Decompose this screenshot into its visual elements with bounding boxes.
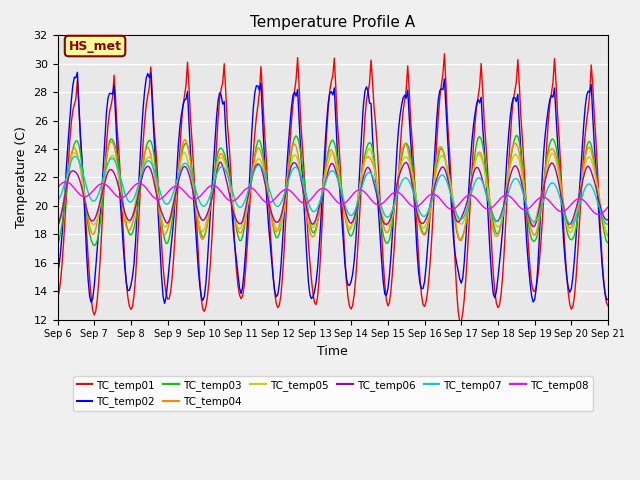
TC_temp01	[604, 303, 612, 309]
TC_temp06	[399, 163, 407, 168]
TC_temp01	[385, 300, 393, 306]
TC_temp08	[387, 192, 395, 198]
TC_temp04	[54, 220, 61, 226]
TC_temp07	[568, 222, 575, 228]
TC_temp02	[401, 93, 408, 98]
TC_temp02	[604, 297, 612, 302]
TC_temp02	[161, 300, 168, 306]
TC_temp04	[180, 137, 188, 143]
TC_temp02	[540, 147, 548, 153]
Title: Temperature Profile A: Temperature Profile A	[250, 15, 415, 30]
TC_temp03	[90, 243, 98, 249]
TC_temp07	[538, 202, 546, 208]
TC_temp05	[54, 224, 61, 230]
TC_temp01	[540, 192, 548, 198]
Line: TC_temp08: TC_temp08	[58, 182, 608, 215]
TC_temp04	[369, 160, 376, 166]
TC_temp04	[604, 232, 612, 238]
TC_temp03	[387, 229, 395, 235]
TC_temp01	[156, 215, 164, 220]
TC_temp05	[387, 218, 395, 224]
Text: HS_met: HS_met	[68, 39, 122, 52]
TC_temp05	[365, 145, 373, 151]
TC_temp05	[538, 188, 546, 194]
TC_temp08	[54, 185, 61, 191]
TC_temp08	[595, 212, 603, 217]
TC_temp08	[604, 204, 612, 210]
TC_temp08	[538, 194, 546, 200]
TC_temp05	[369, 154, 376, 159]
TC_temp07	[157, 193, 165, 199]
TC_temp02	[157, 273, 165, 279]
Line: TC_temp06: TC_temp06	[58, 162, 608, 227]
Line: TC_temp05: TC_temp05	[58, 148, 608, 237]
TC_temp06	[529, 224, 537, 229]
TC_temp07	[387, 211, 395, 216]
TC_temp06	[369, 175, 376, 180]
TC_temp04	[399, 144, 407, 149]
Line: TC_temp03: TC_temp03	[58, 135, 608, 246]
TC_temp01	[69, 108, 77, 113]
TC_temp08	[369, 199, 376, 204]
TC_temp05	[399, 156, 407, 162]
TC_temp03	[369, 146, 376, 152]
TC_temp05	[604, 234, 612, 240]
TC_temp06	[540, 183, 548, 189]
TC_temp05	[69, 151, 77, 156]
TC_temp07	[369, 173, 376, 179]
Line: TC_temp04: TC_temp04	[58, 140, 608, 240]
TC_temp03	[540, 178, 548, 184]
TC_temp02	[74, 70, 81, 75]
TC_temp03	[157, 220, 165, 226]
TC_temp03	[399, 147, 407, 153]
TC_temp06	[54, 223, 61, 228]
Line: TC_temp07: TC_temp07	[58, 156, 608, 225]
TC_temp06	[387, 215, 395, 220]
TC_temp04	[458, 238, 465, 243]
TC_temp05	[156, 206, 164, 212]
TC_temp02	[371, 158, 378, 164]
TC_temp02	[54, 270, 61, 276]
TC_temp07	[604, 221, 612, 227]
Line: TC_temp02: TC_temp02	[58, 72, 608, 303]
TC_temp04	[387, 220, 395, 226]
TC_temp03	[604, 240, 612, 246]
TC_temp03	[54, 241, 61, 247]
TC_temp06	[156, 205, 164, 211]
TC_temp01	[440, 51, 448, 57]
Legend: TC_temp01, TC_temp02, TC_temp03, TC_temp04, TC_temp05, TC_temp06, TC_temp07, TC_: TC_temp01, TC_temp02, TC_temp03, TC_temp…	[72, 376, 593, 411]
X-axis label: Time: Time	[317, 345, 348, 358]
TC_temp07	[54, 197, 61, 203]
Line: TC_temp01: TC_temp01	[58, 54, 608, 322]
TC_temp04	[540, 178, 548, 184]
TC_temp06	[216, 159, 223, 165]
Y-axis label: Temperature (C): Temperature (C)	[15, 127, 28, 228]
TC_temp08	[399, 193, 407, 199]
TC_temp08	[157, 195, 165, 201]
TC_temp07	[69, 155, 77, 161]
TC_temp07	[399, 177, 407, 182]
TC_temp01	[54, 294, 61, 300]
TC_temp04	[156, 216, 164, 221]
TC_temp01	[398, 125, 406, 131]
TC_temp08	[61, 179, 69, 185]
TC_temp03	[69, 146, 77, 152]
TC_temp06	[69, 168, 77, 174]
TC_temp01	[456, 319, 463, 325]
TC_temp02	[388, 231, 396, 237]
TC_temp03	[513, 132, 520, 138]
TC_temp02	[69, 83, 77, 88]
TC_temp07	[72, 154, 80, 159]
TC_temp06	[604, 216, 612, 222]
TC_temp01	[367, 57, 375, 63]
TC_temp04	[69, 146, 77, 152]
TC_temp08	[70, 185, 78, 191]
